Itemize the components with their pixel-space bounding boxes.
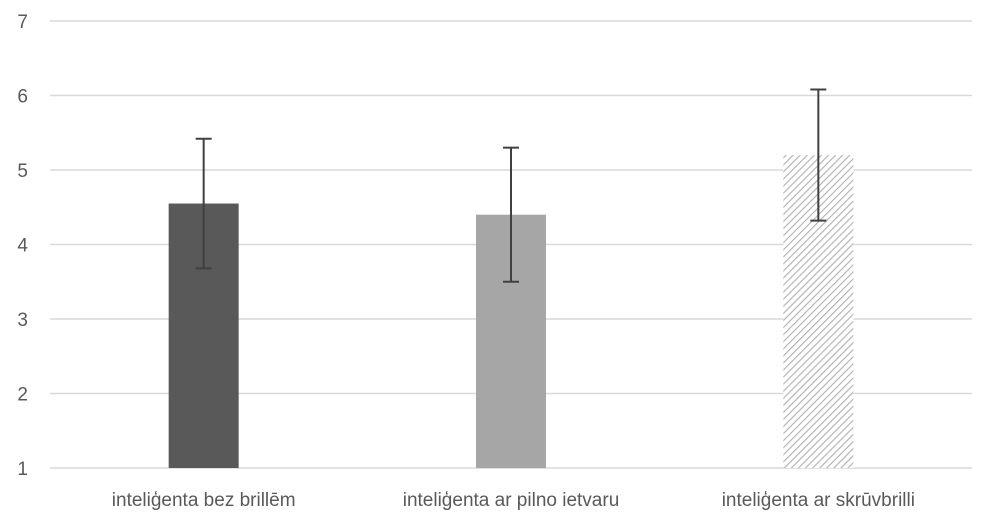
error-bar-1 [195, 137, 212, 270]
error-bar-3 [810, 88, 827, 222]
category-label-2: inteliģenta ar pilno ietvaru [403, 490, 620, 511]
y-tick-label-4: 4 [17, 236, 28, 257]
y-axis-tick-labels: 1 2 3 4 5 6 7 [17, 12, 28, 480]
y-tick-label-1: 1 [17, 459, 28, 480]
category-label-1: inteliģenta bez brillēm [112, 490, 296, 511]
category-label-3: inteliģenta ar skrūvbrilli [722, 490, 915, 511]
y-tick-label-2: 2 [17, 385, 28, 406]
y-tick-label-3: 3 [17, 310, 28, 331]
x-axis-category-labels: inteliģenta bez brillēm inteliģenta ar pi… [112, 490, 915, 511]
y-tick-label-7: 7 [17, 12, 28, 33]
y-tick-label-6: 6 [17, 87, 28, 108]
y-tick-label-5: 5 [17, 161, 28, 182]
error-bar-2 [503, 146, 519, 283]
error-bars [195, 88, 827, 283]
